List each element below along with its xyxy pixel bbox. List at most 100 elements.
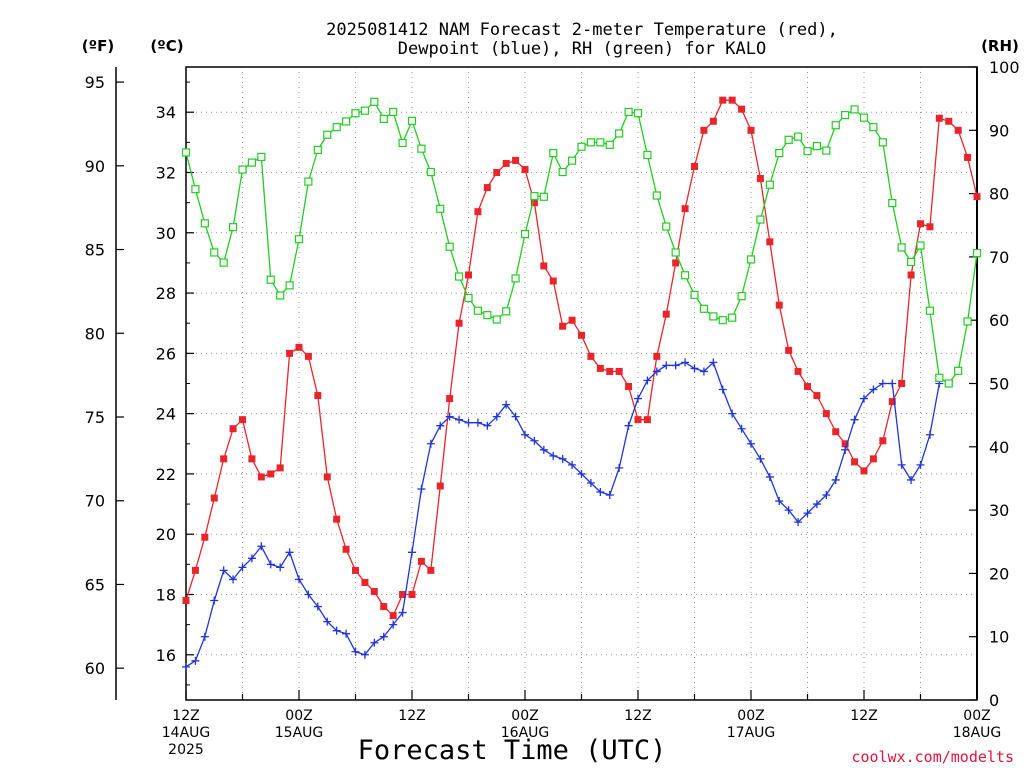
time-tick-label: 15AUG [275, 725, 324, 741]
time-tick-label: 12Z [398, 708, 425, 724]
rh-point [539, 192, 548, 201]
temperature-point [935, 114, 943, 122]
dewpoint-point [530, 436, 539, 445]
temperature-point [813, 392, 821, 400]
dewpoint-point [718, 385, 727, 394]
rh-point [624, 107, 633, 117]
rh-point [605, 140, 614, 149]
dewpoint-point [869, 385, 878, 394]
celsius-tick-label: 34 [156, 103, 176, 122]
rh-point [888, 198, 897, 208]
dewpoint-point [671, 361, 680, 370]
temperature-point [182, 597, 190, 605]
dewpoint-point [408, 548, 416, 557]
rh-tick-label: 10 [989, 628, 1009, 647]
temperature-point [408, 591, 416, 598]
celsius-tick-label: 30 [156, 224, 176, 243]
x-axis-title: Forecast Time (UTC) [358, 735, 667, 766]
temperature-point [295, 343, 303, 351]
dewpoint-point [492, 412, 501, 421]
celsius-tick-label: 32 [156, 164, 176, 183]
rh-point [596, 138, 605, 147]
dewpoint-point [521, 430, 529, 439]
temperature-point [945, 117, 953, 125]
dewpoint-point [257, 542, 266, 551]
rh-tick-label: 40 [989, 438, 1009, 457]
temperature-point [239, 416, 246, 424]
dewpoint-point [699, 367, 708, 376]
temperature-point [888, 398, 896, 406]
dewpoint-point [200, 632, 209, 641]
rh-point [925, 306, 935, 315]
rh-point [276, 291, 285, 300]
dewpoint-point [229, 575, 238, 584]
time-tick-label: 2025 [168, 742, 204, 758]
dewpoint-point [558, 454, 567, 463]
rh-point [257, 152, 266, 161]
temperature-point [257, 473, 265, 481]
fahrenheit-tick-label: 75 [85, 408, 105, 427]
temperature-point [465, 271, 472, 279]
temperature-point [417, 557, 425, 565]
celsius-tick-label: 22 [156, 465, 176, 484]
dewpoint-point [398, 608, 407, 617]
dewpoint-point [332, 626, 341, 635]
rh-point [615, 129, 624, 138]
dewpoint-point [247, 554, 256, 563]
celsius-tick-label: 26 [156, 344, 176, 363]
temperature-point [691, 162, 698, 170]
temperature-point [672, 259, 680, 267]
temperature-point [917, 220, 924, 228]
dewpoint-point [596, 488, 605, 497]
rh-point [869, 123, 878, 132]
celsius-axis-unit: (ºC) [150, 37, 183, 55]
time-tick-label: 18AUG [953, 725, 1002, 741]
axes [115, 66, 978, 701]
temperature-point [549, 277, 557, 285]
fahrenheit-tick-label: 80 [85, 324, 105, 343]
temperature-point [427, 566, 435, 574]
temperature-point [766, 238, 774, 246]
rh-tick-label: 30 [989, 501, 1009, 520]
dewpoint-point [634, 394, 642, 403]
dewpoint-point [615, 463, 624, 472]
rh-point [370, 97, 379, 106]
temperature-point [210, 494, 218, 502]
dewpoint-point [709, 358, 718, 367]
temperature-point [361, 578, 369, 586]
fahrenheit-tick-label: 60 [85, 659, 105, 678]
dewpoint-point [652, 367, 661, 376]
dewpoint-point [426, 439, 435, 448]
dewpoint-point [747, 439, 755, 448]
data-series [181, 96, 982, 671]
dewpoint-point [860, 394, 868, 403]
temperature-point [389, 612, 397, 620]
temperature-point [352, 566, 359, 574]
dewpoint-point [455, 415, 464, 424]
rh-tick-labels: 0 10 20 30 40 50 60 70 80 90 100 [969, 58, 1020, 710]
rh-point [228, 223, 238, 232]
rh-point [822, 146, 831, 155]
rh-point [389, 107, 398, 117]
plot-frame [185, 66, 978, 701]
temperature-point [248, 455, 256, 463]
rh-axis-unit: (RH) [981, 37, 1019, 55]
dewpoint-point [624, 421, 633, 430]
rh-point [511, 274, 520, 283]
dewpoint-point [662, 361, 671, 370]
temperature-point [662, 310, 670, 318]
rh-point [728, 313, 737, 322]
rh-tick-label: 0 [989, 691, 999, 710]
temperature-point [615, 367, 623, 375]
time-tick-label: 00Z [511, 708, 538, 724]
dewpoint-point [888, 379, 897, 388]
rh-point [718, 316, 727, 325]
rh-point [313, 145, 322, 155]
rh-point [266, 275, 275, 284]
dewpoint-point [502, 400, 511, 409]
rh-point [341, 117, 351, 126]
rh-point [954, 366, 963, 375]
